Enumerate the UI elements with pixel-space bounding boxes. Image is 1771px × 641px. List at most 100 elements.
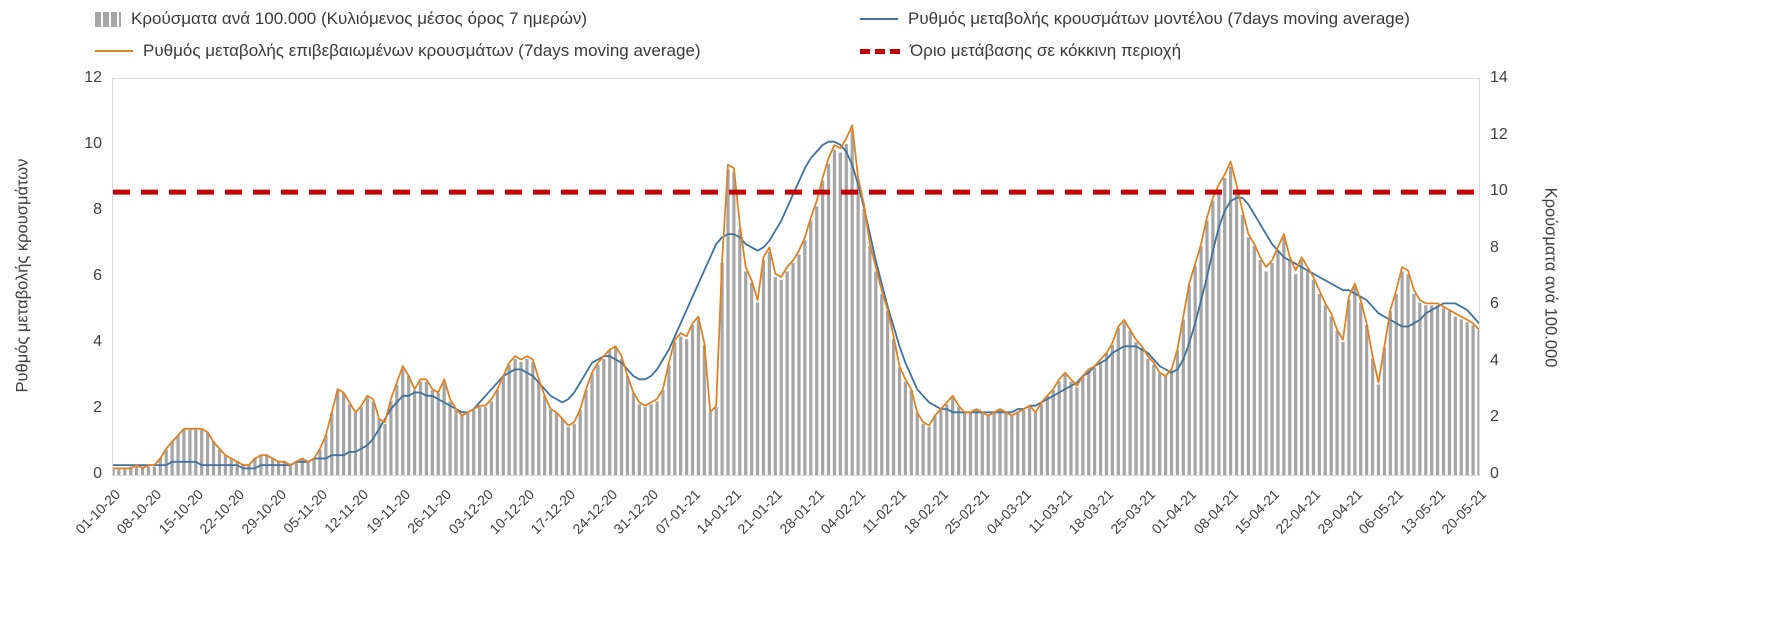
- chart-bar: [832, 149, 837, 475]
- right-axis-tick-label: 6: [1490, 295, 1499, 313]
- chart-bar: [1016, 412, 1020, 475]
- chart-bar: [1347, 299, 1351, 475]
- right-axis-tick-label: 2: [1490, 408, 1499, 426]
- chart-bar: [1252, 245, 1256, 475]
- chart-bar: [1270, 262, 1274, 475]
- chart-bar: [750, 282, 754, 475]
- chart-bar: [986, 415, 990, 475]
- chart-bar: [424, 381, 429, 475]
- chart-bar: [1004, 412, 1008, 475]
- chart-bar: [353, 412, 358, 475]
- chart-bar: [584, 390, 588, 475]
- chart-bar: [176, 435, 180, 475]
- chart-bar: [241, 463, 245, 475]
- chart-bar: [1093, 367, 1097, 475]
- chart-bar: [1477, 330, 1481, 475]
- chart-bar: [945, 404, 949, 475]
- chart-bar: [1323, 305, 1327, 475]
- chart-bar: [820, 180, 825, 475]
- chart-bar: [856, 180, 860, 475]
- chart-bar: [1051, 390, 1055, 475]
- chart-bar: [200, 429, 204, 475]
- chart-bar: [903, 381, 908, 475]
- chart-bar: [785, 271, 789, 475]
- right-axis-tick-label: 0: [1490, 465, 1499, 482]
- x-axis-label: 17-12-20: [527, 486, 579, 537]
- x-axis-label: 08-04-21: [1189, 486, 1241, 537]
- chart-bar: [566, 426, 570, 475]
- chart-bar: [430, 390, 434, 475]
- chart-bar: [619, 359, 624, 475]
- left-axis-title: Ρυθμός μεταβολής κρουσμάτων: [13, 158, 32, 393]
- chart-bar: [418, 381, 423, 475]
- legend-label: Ρυθμός μεταβολής επιβεβαιωμένων κρουσμάτ…: [143, 41, 701, 60]
- chart-bar: [844, 144, 848, 475]
- chart-bar: [324, 435, 328, 475]
- chart-bar: [968, 412, 973, 475]
- chart-bar: [206, 432, 210, 475]
- right-axis-tick-label: 12: [1490, 125, 1508, 143]
- chart-bar: [939, 409, 943, 475]
- chart-bar: [1158, 373, 1162, 475]
- x-axis-label: 29-10-20: [237, 486, 289, 537]
- chart-bar: [744, 271, 748, 475]
- chart-bar: [1258, 260, 1262, 475]
- x-axis-label: 06-05-21: [1355, 486, 1407, 537]
- left-axis-tick-label: 8: [93, 201, 102, 218]
- chart-bar: [412, 390, 417, 475]
- chart-bar: [466, 412, 470, 475]
- x-axis-label: 05-11-20: [280, 486, 331, 537]
- chart-bar: [1424, 305, 1428, 475]
- legend-item-red-zone-threshold: Όριο μετάβασης σε κόκκινη περιοχή: [860, 40, 1181, 62]
- chart-bar: [377, 418, 381, 475]
- legend-item-cases-per-100k: Κρούσματα ανά 100.000 (Κυλιόμενος μέσος …: [95, 8, 587, 30]
- chart-bar: [714, 407, 718, 475]
- left-axis-tick-label: 10: [84, 135, 102, 152]
- chart-bar: [1240, 214, 1245, 475]
- chart-bar: [1264, 271, 1268, 475]
- chart-bar: [868, 245, 872, 475]
- chart-bar: [152, 466, 157, 475]
- chart-bar: [1400, 271, 1404, 475]
- x-axis-label: 15-04-21: [1231, 486, 1283, 537]
- chart-bar: [809, 220, 813, 475]
- chart-bar: [129, 466, 133, 475]
- right-axis-tick-label: 4: [1490, 351, 1499, 369]
- chart-bar: [1140, 347, 1144, 475]
- chart-bar: [253, 458, 257, 475]
- chart-bar: [1341, 342, 1345, 475]
- chart-bar: [1045, 395, 1049, 475]
- chart-bar: [1276, 251, 1280, 475]
- chart-bar: [140, 466, 145, 475]
- x-axis-label: 25-02-21: [941, 486, 993, 537]
- chart-bar: [850, 129, 854, 475]
- chart-bar: [501, 376, 505, 475]
- chart-bar: [1382, 347, 1387, 475]
- chart-bar: [1459, 319, 1463, 475]
- x-axis-label: 12-11-20: [321, 486, 372, 537]
- chart-bar: [1288, 260, 1292, 475]
- x-axis-label: 10-12-20: [486, 486, 538, 537]
- x-axis-label: 18-02-21: [900, 486, 952, 537]
- chart-bar: [1187, 285, 1191, 475]
- chart-bar: [1199, 245, 1203, 475]
- chart-bar: [1022, 409, 1026, 475]
- chart-bar: [625, 376, 630, 475]
- chart-bar: [211, 441, 216, 475]
- chart-bar: [1169, 370, 1174, 475]
- chart-bar: [306, 460, 310, 475]
- chart-bar: [158, 458, 162, 475]
- chart-bar: [980, 412, 984, 475]
- chart-bar: [797, 254, 801, 475]
- x-axis-label: 04-03-21: [983, 486, 1034, 537]
- chart-bar: [1471, 325, 1475, 475]
- chart-bar: [1175, 350, 1180, 475]
- right-axis-tick-label: 14: [1490, 69, 1508, 86]
- chart-bar: [436, 392, 440, 475]
- chart-bar: [454, 409, 458, 475]
- chart-bar: [288, 463, 293, 475]
- chart-bar: [182, 429, 186, 475]
- x-axis-label: 19-11-20: [362, 486, 414, 537]
- confirmed-line-series: [112, 124, 1480, 470]
- x-axis-label: 04-02-21: [817, 486, 869, 537]
